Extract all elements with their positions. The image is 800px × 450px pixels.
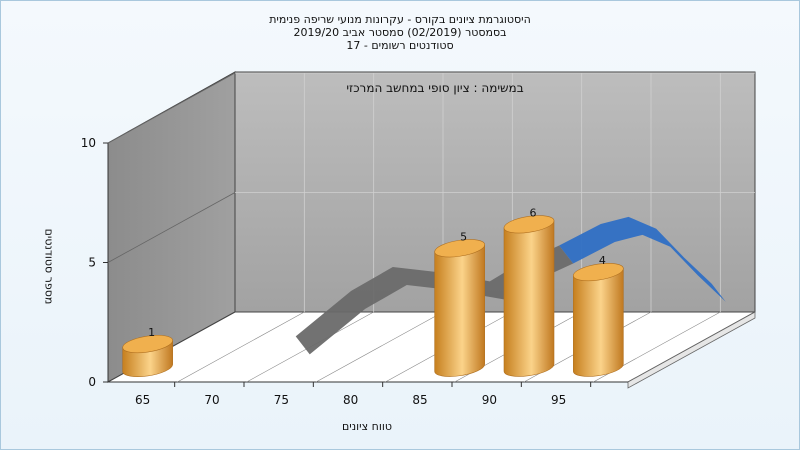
x-tick-label: 90	[482, 393, 497, 407]
chart-title-line-3: סטודנטים רשומים - 17	[346, 39, 454, 52]
bar-top	[434, 239, 485, 258]
x-tick-label: 85	[412, 393, 427, 407]
bar: 1	[122, 326, 173, 377]
chart-title-line-1: היסטוגרמת ציונים בקורס - עקרונות מנועי ש…	[269, 13, 531, 26]
bar: 6	[503, 206, 555, 377]
bar: 5	[434, 230, 485, 377]
x-tick-label: 95	[551, 393, 566, 407]
x-grid-floor	[315, 311, 444, 383]
bar-top	[122, 334, 173, 354]
bar-data-label: 5	[460, 230, 467, 243]
y-grid-left	[107, 72, 236, 144]
back-wall	[234, 71, 756, 313]
x-grid-floor	[177, 311, 305, 383]
bar-top	[503, 215, 555, 234]
chart-title-line-2: בסמסטר (02/2019) סמסטר אביב 2019/20	[293, 26, 507, 39]
x-tick-label: 80	[343, 393, 358, 407]
curve-blue-segment	[559, 216, 726, 302]
bar-data-label: 6	[530, 206, 537, 219]
bar-data-label: 4	[599, 254, 606, 267]
bar: 4	[573, 254, 624, 377]
x-tick-label: 70	[204, 393, 219, 407]
x-tick-label: 75	[274, 393, 289, 407]
floor-edge	[627, 311, 756, 389]
y-tick-label: 0	[88, 375, 96, 389]
x-axis-label: טווח ציונים	[342, 420, 392, 433]
bar-body	[573, 268, 624, 377]
x-tick-label: 65	[135, 393, 150, 407]
bar-body	[434, 244, 485, 377]
y-tick-label: 10	[81, 136, 96, 150]
bar-top	[573, 263, 624, 282]
y-tick-label: 5	[88, 256, 96, 270]
chart-subtitle: במשימה : ציון סופי במחשב המרכזי	[346, 81, 523, 95]
y-axis-label: מספר סטודנטים	[42, 228, 56, 305]
bar-data-label: 1	[148, 326, 155, 339]
bar-body	[503, 220, 555, 377]
y-grid-left	[107, 192, 236, 263]
